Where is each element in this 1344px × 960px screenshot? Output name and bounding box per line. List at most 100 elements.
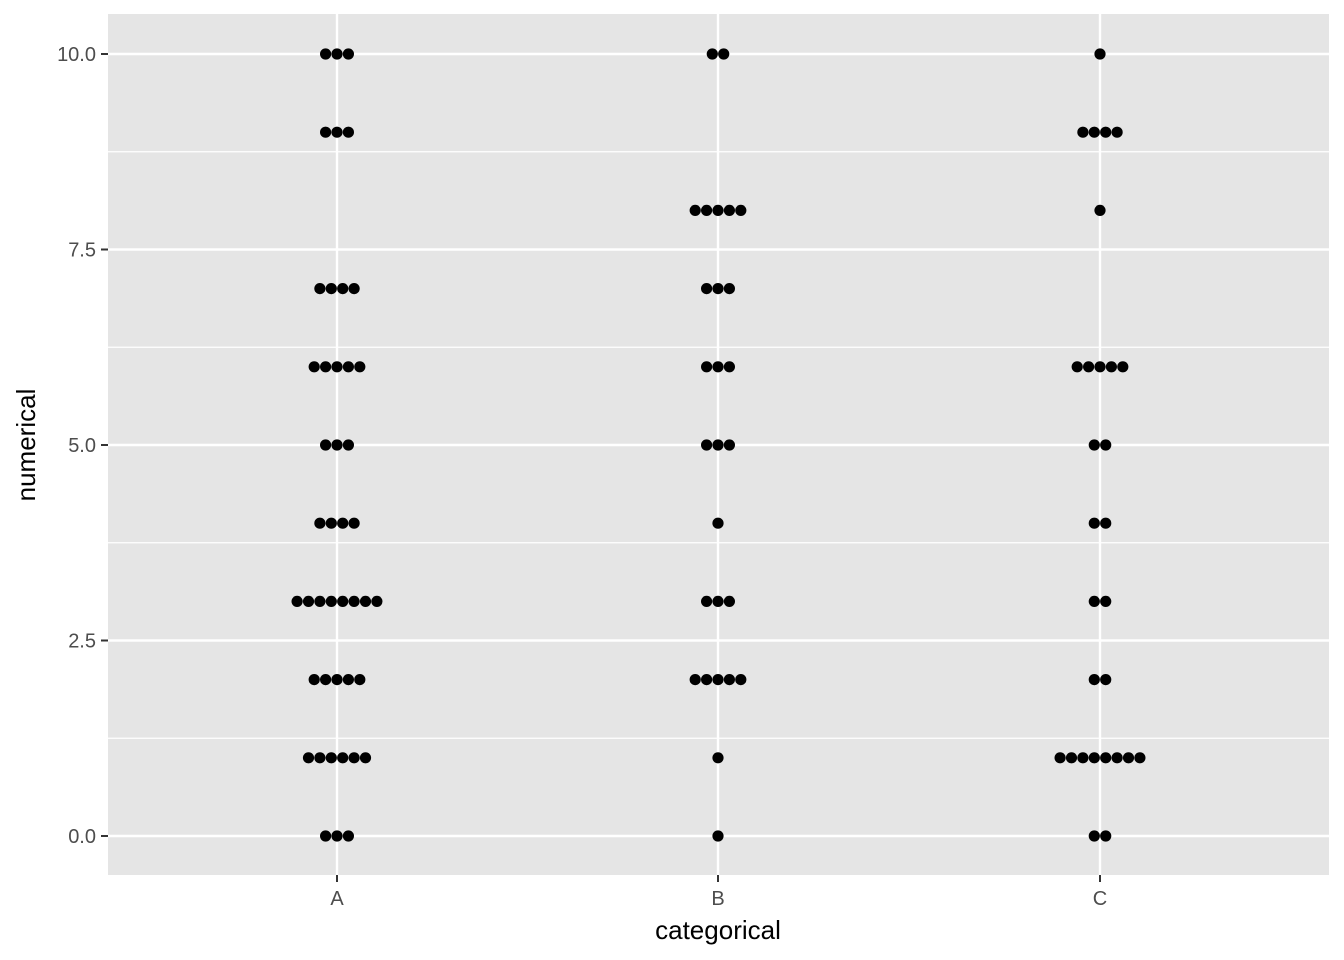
data-point [735,674,747,686]
data-point [1094,361,1106,373]
data-point [320,126,332,138]
data-point [1071,361,1083,373]
data-point [1077,126,1089,138]
data-point [291,595,303,608]
data-point [1088,674,1100,686]
data-point [359,595,372,608]
data-point [1100,752,1112,764]
y-axis-ticks: 0.0 2.5 5.0 7.5 10.0 [57,44,108,848]
x-axis-title: categorical [655,915,781,945]
data-point [689,674,701,686]
data-point [712,674,724,686]
data-point [1100,439,1112,451]
data-point [342,674,354,686]
data-point [302,752,315,764]
data-point [342,48,354,60]
data-point [712,283,724,295]
data-point [701,674,713,686]
data-point [712,830,724,842]
data-point [354,674,366,686]
data-point [1111,126,1123,138]
data-point [331,674,343,686]
data-point [701,204,713,216]
data-point [718,48,730,60]
data-point [331,48,343,60]
data-point [331,830,343,842]
data-point [308,674,320,686]
data-point [314,595,326,608]
data-point [735,204,747,216]
data-point [1122,752,1135,764]
data-point [348,752,360,764]
data-point [1100,595,1112,608]
data-point [1094,204,1106,216]
y-tick-label: 10.0 [57,44,96,66]
data-point [359,752,372,764]
data-point [331,361,343,373]
data-point [314,283,326,295]
x-tick-label: C [1093,888,1107,910]
data-point [1117,361,1129,373]
data-point [712,361,724,373]
data-point [331,439,343,451]
data-point [308,361,320,373]
data-point [1088,752,1100,764]
data-point [701,283,713,295]
data-point [1094,48,1106,60]
data-point [1100,674,1112,686]
data-point [701,361,713,373]
data-point [1077,752,1089,764]
data-point [723,283,736,295]
data-point [701,595,713,608]
data-point [1054,752,1066,764]
data-point [342,361,354,373]
data-point [320,439,332,451]
data-point [1065,752,1078,764]
data-point [1100,517,1112,529]
data-point [354,361,366,373]
data-point [337,595,349,608]
data-point [314,517,326,529]
data-point [320,830,332,842]
data-point [325,283,337,295]
data-point [712,595,724,608]
data-point [1100,830,1112,842]
data-point [1088,595,1100,608]
data-point [371,595,383,608]
data-point [325,517,337,529]
data-point [314,752,326,764]
data-point [342,126,354,138]
data-point [342,439,354,451]
data-point [712,752,724,764]
data-point [1134,752,1146,764]
data-point [320,674,332,686]
data-point [723,204,736,216]
data-point [337,752,349,764]
data-point [1088,830,1100,842]
data-point [337,283,349,295]
data-point [325,595,337,608]
data-points [291,48,1146,842]
data-point [348,283,360,295]
data-point [1111,752,1123,764]
data-point [723,595,736,608]
data-point [348,517,360,529]
data-point [723,361,736,373]
data-point [723,674,736,686]
y-tick-label: 5.0 [68,435,96,457]
data-point [712,517,724,529]
y-tick-label: 7.5 [68,240,96,262]
data-point [706,48,718,60]
data-point [1105,361,1117,373]
data-point [1100,126,1112,138]
data-point [320,361,332,373]
x-axis-ticks: A B C [330,875,1107,910]
x-tick-label: B [711,888,724,910]
data-point [1083,361,1095,373]
data-point [302,595,315,608]
data-point [1088,517,1100,529]
data-point [348,595,360,608]
data-point [701,439,713,451]
data-point [712,204,724,216]
